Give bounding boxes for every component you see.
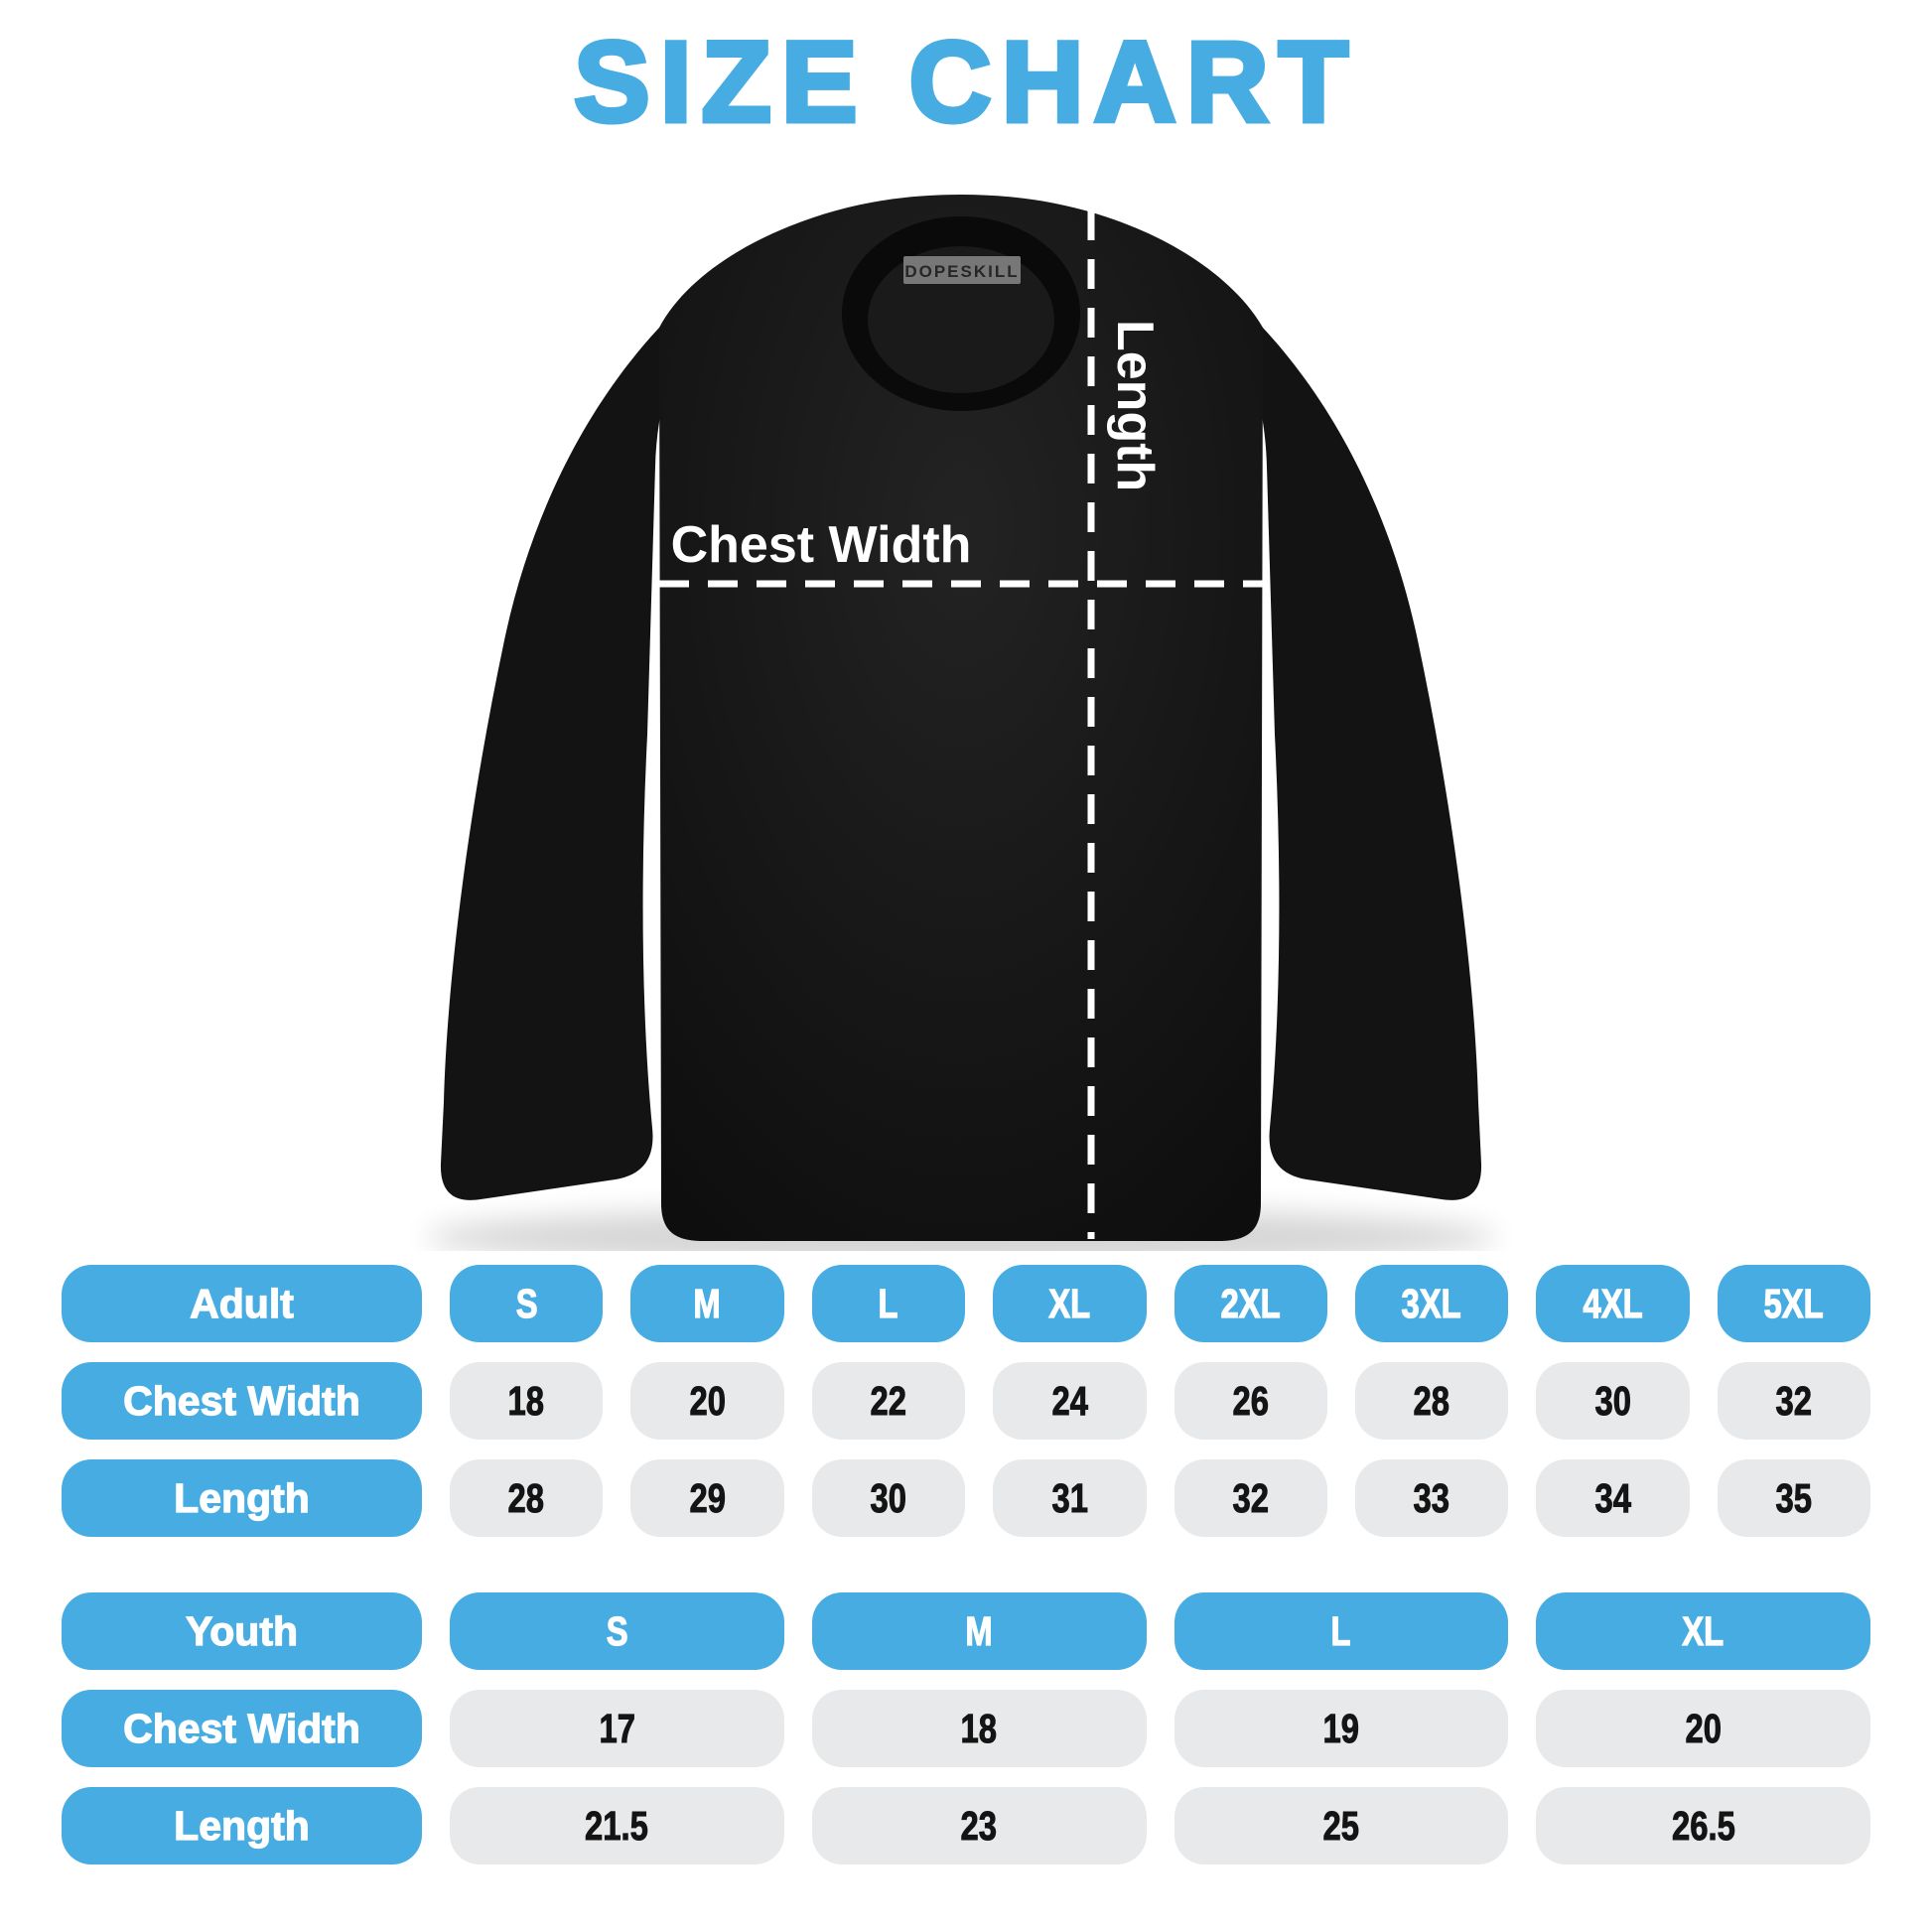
adult-length-value: 29	[630, 1459, 784, 1537]
adult-table-title: Adult	[62, 1265, 422, 1342]
adult-length-value: 28	[450, 1459, 604, 1537]
adult-size-header: S	[450, 1265, 604, 1342]
youth-size-header: S	[450, 1592, 784, 1670]
size-tables: Adult S M L XL 2XL 3XL 4XL 5XL Chest Wid…	[62, 1265, 1870, 1864]
neck-tag	[903, 256, 1021, 284]
youth-size-header: XL	[1536, 1592, 1870, 1670]
youth-length-value: 26.5	[1536, 1787, 1870, 1864]
adult-size-header: 3XL	[1354, 1265, 1509, 1342]
adult-chest-width-value: 32	[1717, 1362, 1870, 1440]
adult-chest-width-row-label: Chest Width	[62, 1362, 422, 1440]
adult-length-value: 35	[1717, 1459, 1870, 1537]
adult-size-header: XL	[993, 1265, 1147, 1342]
youth-chest-width-value: 17	[450, 1690, 784, 1767]
youth-length-value: 21.5	[450, 1787, 784, 1864]
adult-chest-width-value: 18	[450, 1362, 604, 1440]
adult-size-header: M	[630, 1265, 784, 1342]
youth-length-value: 25	[1173, 1787, 1509, 1864]
adult-chest-width-value: 24	[993, 1362, 1147, 1440]
adult-length-value: 31	[993, 1459, 1147, 1537]
adult-length-row-label: Length	[62, 1459, 422, 1537]
youth-chest-width-value: 20	[1536, 1690, 1870, 1767]
adult-chest-width-value: 22	[811, 1362, 966, 1440]
youth-size-header: L	[1173, 1592, 1509, 1670]
adult-size-table: Adult S M L XL 2XL 3XL 4XL 5XL Chest Wid…	[62, 1265, 1870, 1537]
adult-length-value: 34	[1536, 1459, 1690, 1537]
adult-length-value: 33	[1354, 1459, 1509, 1537]
adult-size-header: 2XL	[1173, 1265, 1327, 1342]
long-sleeve-shirt-image: DOPESKILL Chest Width Length	[425, 195, 1497, 1251]
adult-size-header: L	[811, 1265, 966, 1342]
youth-length-row-label: Length	[62, 1787, 422, 1864]
adult-size-header: 4XL	[1536, 1265, 1690, 1342]
adult-chest-width-value: 20	[630, 1362, 784, 1440]
shirt-figure: DOPESKILL Chest Width Length	[0, 139, 1932, 1251]
page-title: SIZE CHART	[572, 19, 1358, 146]
chest-width-label: Chest Width	[671, 516, 972, 574]
shirt-left-sleeve	[440, 226, 794, 1200]
shirt-right-sleeve	[1128, 226, 1482, 1200]
adult-chest-width-value: 28	[1354, 1362, 1509, 1440]
youth-chest-width-value: 18	[811, 1690, 1147, 1767]
neck-tag-label: DOPESKILL	[904, 262, 1019, 281]
youth-length-value: 23	[811, 1787, 1147, 1864]
adult-chest-width-value: 26	[1173, 1362, 1327, 1440]
adult-length-value: 32	[1173, 1459, 1327, 1537]
youth-size-header: M	[811, 1592, 1147, 1670]
adult-length-value: 30	[811, 1459, 966, 1537]
youth-chest-width-row-label: Chest Width	[62, 1690, 422, 1767]
youth-size-table: Youth S M L XL Chest Width 17 18 19 20 L…	[62, 1592, 1870, 1864]
length-label: Length	[1106, 320, 1164, 491]
shirt-torso	[659, 195, 1263, 1241]
adult-size-header: 5XL	[1717, 1265, 1870, 1342]
youth-chest-width-value: 19	[1173, 1690, 1509, 1767]
adult-chest-width-value: 30	[1536, 1362, 1690, 1440]
youth-table-title: Youth	[62, 1592, 422, 1670]
